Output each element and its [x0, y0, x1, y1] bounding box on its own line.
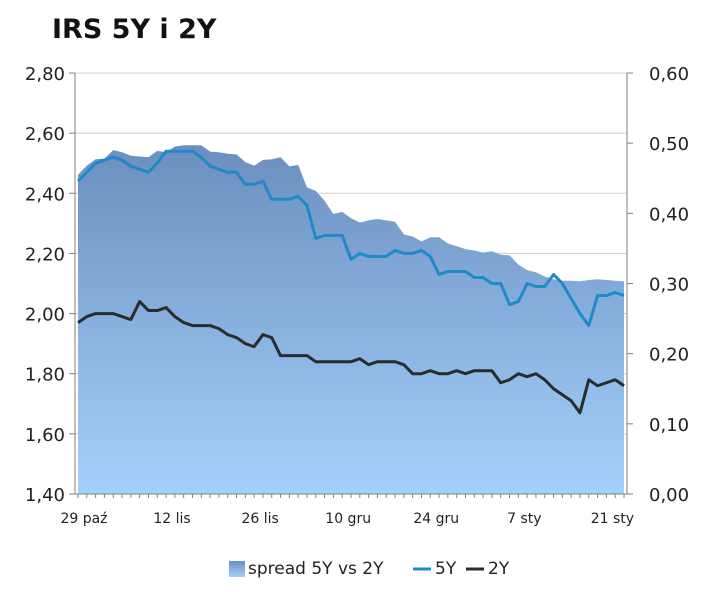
y-left-tick-label: 2,00 [25, 305, 65, 326]
y-right-tick-label: 0,20 [649, 345, 689, 366]
axes [69, 72, 633, 498]
y-right-tick-label: 0,30 [649, 275, 689, 296]
x-tick-label: 7 sty [507, 511, 541, 527]
spread-area [78, 145, 624, 494]
y-right-tick-label: 0,00 [649, 485, 689, 506]
chart-title: IRS 5Y i 2Y [52, 14, 217, 45]
series-area [78, 145, 624, 494]
y-right-tick-label: 0,60 [649, 64, 689, 85]
x-tick-label: 26 lis [241, 511, 278, 527]
y-left-tick-label: 2,60 [25, 124, 65, 145]
y-right-tick-label: 0,40 [649, 204, 689, 225]
x-tick-label: 21 sty [591, 511, 634, 527]
y-left-tick-label: 1,80 [25, 365, 65, 386]
y-left-tick-label: 2,20 [25, 244, 65, 265]
legend-label-5y: 5Y [435, 559, 457, 579]
x-tick-label: 24 gru [413, 511, 459, 527]
x-axis-labels: 29 paź 12 lis 26 lis 10 gru 24 gru 7 sty 21 st… [60, 511, 634, 527]
line-5y [76, 149, 625, 328]
x-tick-label: 29 paź [60, 511, 107, 527]
x-tick-label: 12 lis [153, 511, 190, 527]
y-right-tick-label: 0,10 [649, 415, 689, 436]
legend: spread 5Y vs 2Y 5Y 2Y [229, 559, 510, 579]
x-tick-label: 10 gru [325, 511, 371, 527]
y-axis-left-labels: 1,40 1,60 1,80 2,00 2,20 2,40 2,60 2,80 [25, 64, 65, 506]
y-left-tick-label: 2,40 [25, 184, 65, 205]
y-left-tick-label: 1,40 [25, 485, 65, 506]
series-lines [76, 149, 625, 415]
y-axis-right-labels: 0,00 0,10 0,20 0,30 0,40 0,50 0,60 [649, 64, 689, 506]
legend-label-spread: spread 5Y vs 2Y [248, 559, 384, 579]
legend-swatch-spread [229, 561, 245, 577]
y-left-tick-label: 2,80 [25, 64, 65, 85]
y-left-tick-label: 1,60 [25, 425, 65, 446]
legend-label-2y: 2Y [488, 559, 510, 579]
line-2y [77, 300, 625, 415]
y-right-tick-label: 0,50 [649, 134, 689, 155]
